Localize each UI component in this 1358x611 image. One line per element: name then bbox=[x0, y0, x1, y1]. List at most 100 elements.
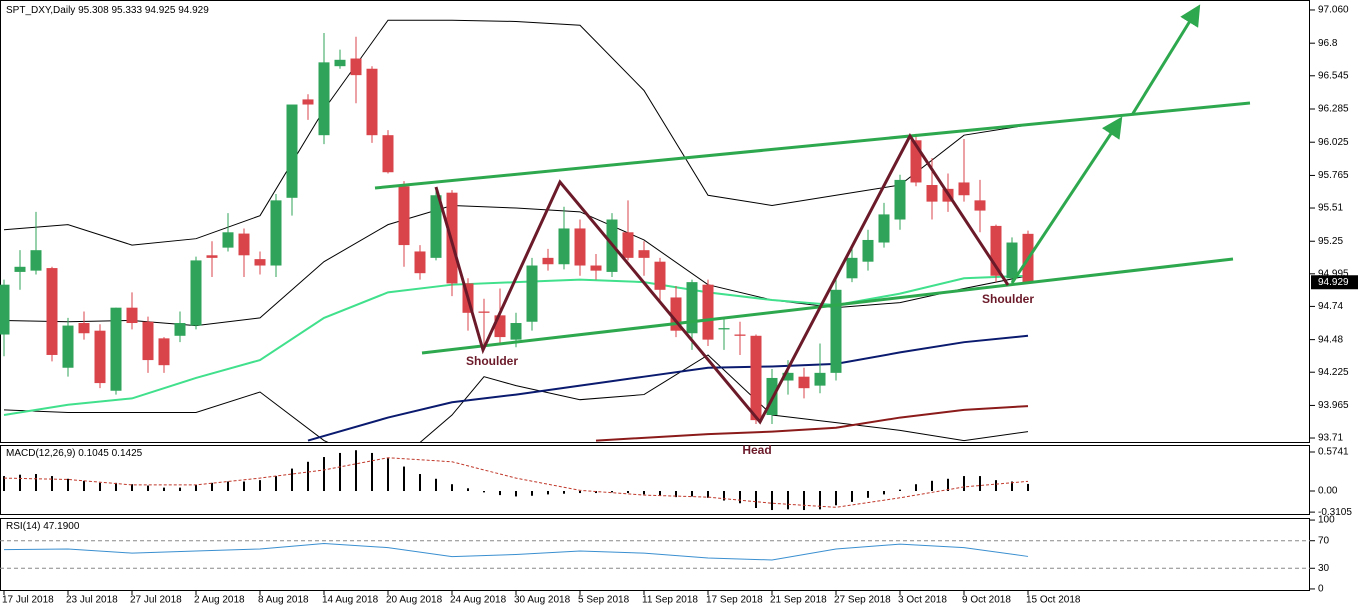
y-tick-label: 0 bbox=[1318, 584, 1324, 595]
trend-line bbox=[421, 257, 1234, 355]
macd-title: MACD(12,26,9) 0.1045 0.1425 bbox=[6, 448, 143, 459]
candle-body bbox=[190, 260, 202, 326]
y-tick-label: 94.74 bbox=[1318, 301, 1343, 312]
y-tick-label: 95.51 bbox=[1318, 203, 1343, 214]
candle-body bbox=[926, 185, 938, 202]
price-label: 94.929 bbox=[1318, 277, 1349, 288]
x-tick-label: 27 Jul 2018 bbox=[130, 595, 182, 606]
x-tick-label: 23 Jul 2018 bbox=[66, 595, 118, 606]
y-tick-label: 96.285 bbox=[1318, 104, 1349, 115]
candle-body bbox=[574, 228, 586, 266]
overlay-line bbox=[3, 204, 1029, 327]
y-tick-label: 93.71 bbox=[1318, 433, 1343, 444]
y-tick-label: 95.25 bbox=[1318, 236, 1343, 247]
y-tick-label: 94.995 bbox=[1318, 268, 1349, 279]
candle-body bbox=[878, 214, 890, 243]
candle-body bbox=[142, 321, 154, 361]
candle-body bbox=[910, 140, 922, 183]
candle-body bbox=[494, 315, 506, 338]
candle-body bbox=[126, 307, 138, 324]
candle-body bbox=[990, 225, 1002, 276]
candle-body bbox=[382, 135, 394, 173]
trend-line bbox=[374, 101, 1251, 190]
rsi-title: RSI(14) 47.1900 bbox=[6, 521, 80, 532]
candle-body bbox=[366, 68, 378, 136]
annotation: Head bbox=[742, 443, 771, 457]
x-tick-label: 3 Oct 2018 bbox=[898, 595, 947, 606]
x-tick-label: 20 Aug 2018 bbox=[386, 595, 443, 606]
chart-title: SPT_DXY,Daily 95.308 95.333 94.925 94.92… bbox=[6, 5, 209, 16]
y-tick-label: 97.060 bbox=[1318, 5, 1349, 16]
overlay-line bbox=[3, 19, 1029, 246]
candle-body bbox=[638, 250, 650, 258]
annotation: Shoulder bbox=[982, 292, 1034, 306]
y-tick-label: 94.225 bbox=[1318, 367, 1349, 378]
candle-body bbox=[110, 307, 122, 391]
x-tick-label: 21 Sep 2018 bbox=[770, 595, 827, 606]
candle-body bbox=[174, 323, 186, 336]
candle-body bbox=[734, 334, 746, 336]
candle-body bbox=[798, 376, 810, 389]
macd-pane bbox=[0, 445, 1310, 515]
candle-body bbox=[0, 284, 10, 335]
candle-body bbox=[686, 282, 698, 334]
price-label-bg bbox=[1311, 275, 1358, 290]
overlay-line bbox=[307, 334, 1029, 442]
rsi-layer bbox=[0, 540, 1310, 569]
macd-layer bbox=[3, 450, 1029, 511]
candle-body bbox=[670, 297, 682, 331]
zigzag bbox=[434, 133, 1010, 425]
candle-body bbox=[430, 195, 442, 258]
close-readout: 94.929 bbox=[178, 5, 209, 16]
y-tick-label: 96.8 bbox=[1318, 38, 1338, 49]
y-tick-label: 94.48 bbox=[1318, 334, 1343, 345]
candle-body bbox=[78, 323, 90, 334]
signal-line bbox=[3, 457, 1029, 508]
candle-body bbox=[814, 372, 826, 386]
candle-body bbox=[350, 58, 362, 76]
candle-body bbox=[62, 325, 74, 368]
candle-body bbox=[590, 265, 602, 271]
drawings bbox=[374, 4, 1251, 425]
main-layer bbox=[0, 19, 1034, 443]
candle-body bbox=[414, 251, 426, 274]
candle-body bbox=[286, 104, 298, 198]
y-tick-label: 93.965 bbox=[1318, 400, 1349, 411]
x-tick-label: 14 Aug 2018 bbox=[322, 595, 379, 606]
rsi-line bbox=[3, 542, 1029, 561]
y-tick-label: 70 bbox=[1318, 535, 1330, 546]
macd-name: MACD(12,26,9) bbox=[6, 448, 75, 459]
x-tick-label: 30 Aug 2018 bbox=[514, 595, 571, 606]
x-tick-label: 24 Aug 2018 bbox=[450, 595, 507, 606]
y-tick-label: 96.025 bbox=[1318, 137, 1349, 148]
candle-body bbox=[558, 228, 570, 265]
y-tick-label: 30 bbox=[1318, 563, 1330, 574]
rsi-name: RSI(14) bbox=[6, 521, 40, 532]
y-tick-label: 100 bbox=[1318, 515, 1335, 526]
signal-readout: 0.1425 bbox=[112, 448, 143, 459]
candle-body bbox=[894, 179, 906, 220]
candle-body bbox=[718, 328, 730, 330]
candle-body bbox=[750, 335, 762, 421]
candle-body bbox=[974, 200, 986, 211]
macd-readout: 0.1045 bbox=[78, 448, 109, 459]
axis-layer: 97.060 96.8 96.545 96.285 96.025 95.765 95.51 9… bbox=[2, 5, 1358, 606]
y-tick-label: 95.765 bbox=[1318, 170, 1349, 181]
symbol: SPT_DXY,Daily bbox=[6, 5, 75, 16]
candle-body bbox=[1006, 242, 1018, 279]
y-tick-label: 0.00 bbox=[1318, 486, 1338, 497]
candle-body bbox=[318, 62, 330, 136]
high-readout: 95.333 bbox=[111, 5, 142, 16]
candle-body bbox=[14, 266, 26, 272]
candle-body bbox=[526, 265, 538, 322]
candle-body bbox=[862, 239, 874, 262]
x-tick-label: 2 Aug 2018 bbox=[194, 595, 245, 606]
x-tick-label: 17 Sep 2018 bbox=[706, 595, 763, 606]
candle-body bbox=[622, 232, 634, 258]
candle-body bbox=[238, 233, 250, 256]
x-tick-label: 9 Oct 2018 bbox=[962, 595, 1011, 606]
annotation: Shoulder bbox=[466, 354, 518, 368]
x-tick-label: 17 Jul 2018 bbox=[2, 595, 54, 606]
